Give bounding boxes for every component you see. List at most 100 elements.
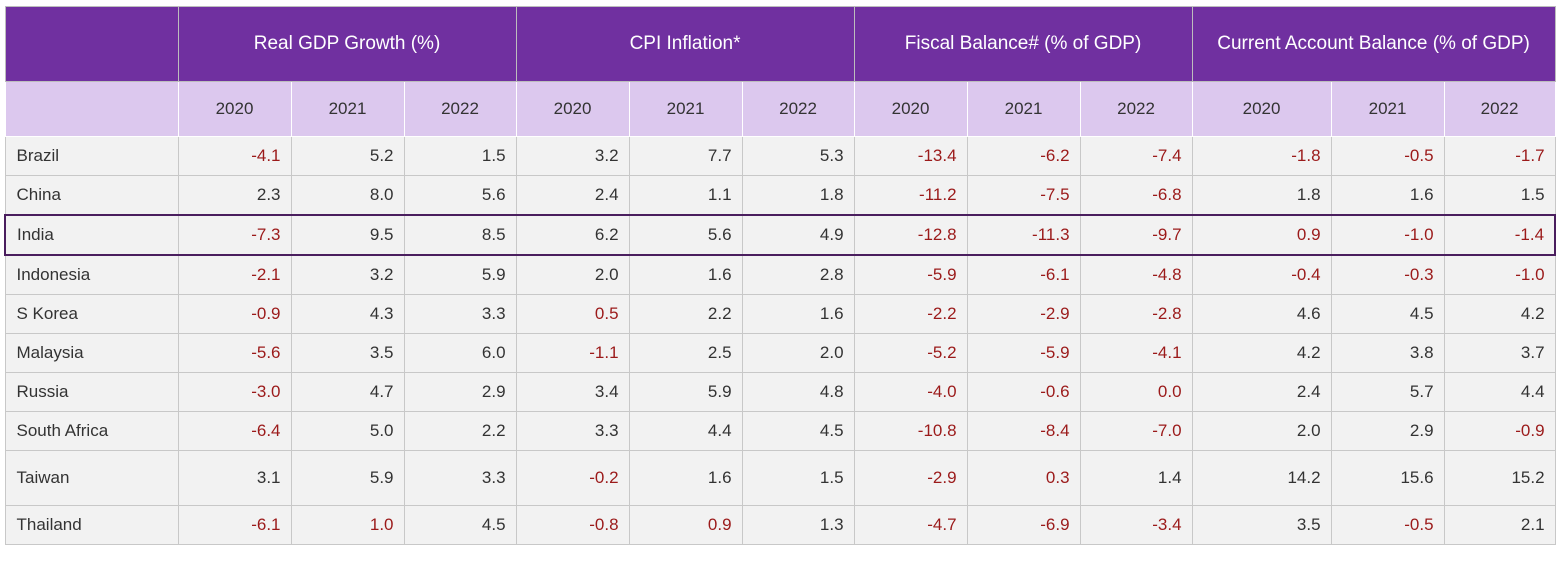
- value-cell: 4.6: [1191, 294, 1332, 334]
- year-header-cell: 2020: [853, 81, 968, 137]
- value-cell: 3.8: [1330, 333, 1445, 373]
- value-cell: -13.4: [853, 136, 968, 176]
- value-cell: 5.2: [290, 136, 405, 176]
- country-cell: Thailand: [4, 505, 179, 545]
- year-header-cell: 2022: [1443, 81, 1556, 137]
- value-cell: -0.3: [1330, 254, 1445, 295]
- value-cell: -4.7: [853, 505, 968, 545]
- value-cell: -4.8: [1079, 254, 1193, 295]
- value-cell: 0.0: [1079, 372, 1193, 412]
- value-cell: 2.2: [403, 411, 517, 451]
- value-cell: 1.5: [741, 450, 855, 506]
- value-cell: -7.3: [177, 214, 292, 256]
- value-cell: 3.3: [403, 450, 517, 506]
- value-cell: -10.8: [853, 411, 968, 451]
- group-header-row: Real GDP Growth (%) CPI Inflation* Fisca…: [4, 6, 1556, 82]
- value-cell: -11.2: [853, 175, 968, 216]
- country-cell: South Africa: [4, 411, 179, 451]
- year-header-cell: 2022: [1079, 81, 1193, 137]
- year-header-cell: 2021: [1330, 81, 1445, 137]
- value-cell: 4.2: [1443, 294, 1556, 334]
- value-cell: 6.2: [515, 214, 630, 256]
- value-cell: 2.8: [741, 254, 855, 295]
- value-cell: -1.1: [515, 333, 630, 373]
- value-cell: 5.0: [290, 411, 405, 451]
- group-header-gdp: Real GDP Growth (%): [177, 6, 517, 82]
- group-header-cpi: CPI Inflation*: [515, 6, 855, 82]
- value-cell: 2.0: [741, 333, 855, 373]
- year-header-cell: 2022: [403, 81, 517, 137]
- table-row: South Africa -6.4 5.0 2.2 3.3 4.4 4.5 -10.8 -8.4…: [4, 411, 1556, 451]
- value-cell: 1.8: [1191, 175, 1332, 216]
- value-cell: -5.2: [853, 333, 968, 373]
- value-cell: 6.0: [403, 333, 517, 373]
- country-cell: Russia: [4, 372, 179, 412]
- value-cell: 0.3: [966, 450, 1081, 506]
- value-cell: -6.9: [966, 505, 1081, 545]
- country-cell: China: [4, 175, 179, 216]
- value-cell: 1.6: [628, 254, 743, 295]
- value-cell: -2.2: [853, 294, 968, 334]
- value-cell: 0.9: [628, 505, 743, 545]
- value-cell: 2.4: [1191, 372, 1332, 412]
- value-cell: -6.1: [966, 254, 1081, 295]
- value-cell: -5.9: [966, 333, 1081, 373]
- value-cell: -1.8: [1191, 136, 1332, 176]
- value-cell: -0.9: [1443, 411, 1556, 451]
- value-cell: 15.6: [1330, 450, 1445, 506]
- value-cell: -3.4: [1079, 505, 1193, 545]
- value-cell: 1.0: [290, 505, 405, 545]
- year-header-row: 2020 2021 2022 2020 2021 2022 2020 2021 2022 2020…: [4, 81, 1556, 137]
- year-header-cell: 2020: [1191, 81, 1332, 137]
- value-cell: -0.9: [177, 294, 292, 334]
- value-cell: -7.0: [1079, 411, 1193, 451]
- value-cell: 2.0: [1191, 411, 1332, 451]
- corner-header-cell: [4, 6, 179, 82]
- country-cell: Taiwan: [4, 450, 179, 506]
- value-cell: 1.4: [1079, 450, 1193, 506]
- value-cell: -9.7: [1079, 214, 1193, 256]
- value-cell: -0.6: [966, 372, 1081, 412]
- value-cell: 8.5: [403, 214, 517, 256]
- value-cell: 7.7: [628, 136, 743, 176]
- table-row: Taiwan 3.1 5.9 3.3 -0.2 1.6 1.5 -2.9 0.3 1.4 14.2 1…: [4, 450, 1556, 506]
- value-cell: 4.8: [741, 372, 855, 412]
- year-header-cell: 2022: [741, 81, 855, 137]
- value-cell: 2.5: [628, 333, 743, 373]
- value-cell: 4.2: [1191, 333, 1332, 373]
- table-row: Malaysia -5.6 3.5 6.0 -1.1 2.5 2.0 -5.2 -5.9 -4.1…: [4, 333, 1556, 373]
- value-cell: 5.9: [290, 450, 405, 506]
- value-cell: -5.6: [177, 333, 292, 373]
- value-cell: 2.2: [628, 294, 743, 334]
- table-body: Brazil -4.1 5.2 1.5 3.2 7.7 5.3 -13.4 -6.2 -7.4 -1…: [4, 136, 1557, 545]
- value-cell: 0.5: [515, 294, 630, 334]
- value-cell: 5.9: [628, 372, 743, 412]
- value-cell: -6.2: [966, 136, 1081, 176]
- value-cell: 3.1: [177, 450, 292, 506]
- economic-indicators-table-container: Real GDP Growth (%) CPI Inflation* Fisca…: [4, 6, 1557, 545]
- table-row: Brazil -4.1 5.2 1.5 3.2 7.7 5.3 -13.4 -6.2 -7.4 -1…: [4, 136, 1556, 176]
- value-cell: 5.3: [741, 136, 855, 176]
- value-cell: 3.3: [403, 294, 517, 334]
- value-cell: 1.5: [1443, 175, 1556, 216]
- value-cell: 2.9: [403, 372, 517, 412]
- value-cell: 3.3: [515, 411, 630, 451]
- value-cell: 3.4: [515, 372, 630, 412]
- country-cell: S Korea: [4, 294, 179, 334]
- value-cell: 14.2: [1191, 450, 1332, 506]
- value-cell: -6.8: [1079, 175, 1193, 216]
- value-cell: -3.0: [177, 372, 292, 412]
- value-cell: 1.6: [741, 294, 855, 334]
- year-header-cell: 2021: [290, 81, 405, 137]
- value-cell: 4.3: [290, 294, 405, 334]
- value-cell: -2.8: [1079, 294, 1193, 334]
- value-cell: -0.5: [1330, 136, 1445, 176]
- value-cell: 4.5: [741, 411, 855, 451]
- country-cell: Indonesia: [4, 254, 179, 295]
- group-header-current-account: Current Account Balance (% of GDP): [1191, 6, 1556, 82]
- value-cell: -1.7: [1443, 136, 1556, 176]
- value-cell: -0.5: [1330, 505, 1445, 545]
- table-row: Russia -3.0 4.7 2.9 3.4 5.9 4.8 -4.0 -0.6 0.0 2.4 5…: [4, 372, 1556, 412]
- value-cell: 2.3: [177, 175, 292, 216]
- year-header-cell: 2020: [515, 81, 630, 137]
